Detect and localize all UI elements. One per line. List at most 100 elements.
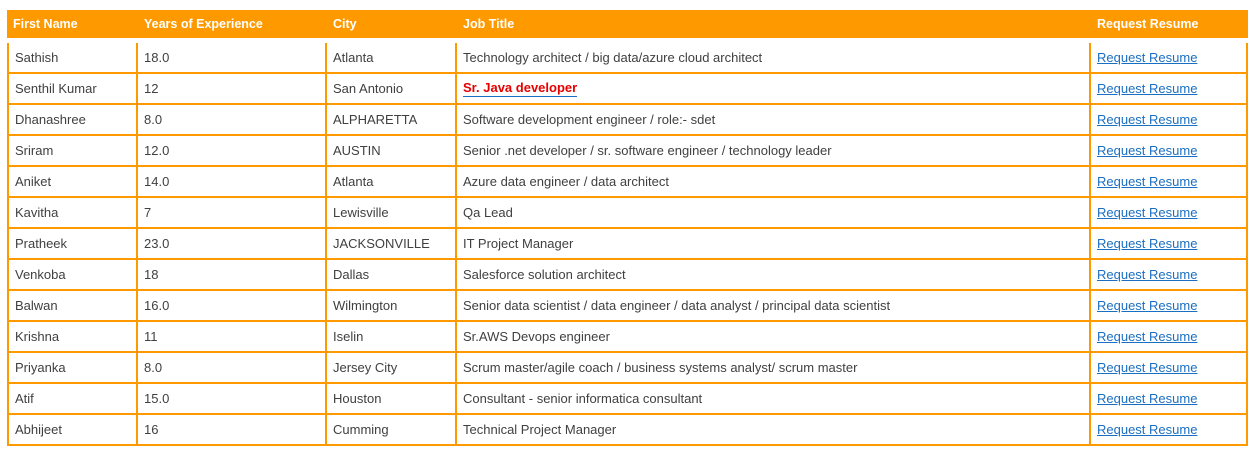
- job-title-text: IT Project Manager: [463, 236, 574, 251]
- job-title-text: Azure data engineer / data architect: [463, 174, 669, 189]
- cell-city: Dallas: [327, 260, 457, 289]
- cell-first-name: Sathish: [9, 43, 138, 72]
- cell-years-of-experience: 15.0: [138, 384, 327, 413]
- cell-years-of-experience: 12: [138, 74, 327, 103]
- cell-city: ALPHARETTA: [327, 105, 457, 134]
- cell-request-resume: Request Resume: [1091, 105, 1248, 134]
- column-header-city: City: [333, 17, 357, 31]
- cell-city-text: Atlanta: [333, 50, 374, 65]
- table-header-row: First Name Years of Experience City Job …: [7, 10, 1248, 38]
- cell-request-resume: Request Resume: [1091, 291, 1248, 320]
- cell-first-name-text: Dhanashree: [15, 112, 86, 127]
- cell-city: Cumming: [327, 415, 457, 444]
- cell-years-of-experience-text: 14.0: [144, 174, 170, 189]
- request-resume-link[interactable]: Request Resume: [1097, 329, 1198, 344]
- table-row: Kavitha 7 Lewisville Qa Lead Request Resume: [9, 198, 1248, 229]
- cell-first-name: Dhanashree: [9, 105, 138, 134]
- cell-years-of-experience-text: 7: [144, 205, 152, 220]
- job-title-text: Salesforce solution architect: [463, 267, 626, 282]
- cell-first-name-text: Senthil Kumar: [15, 81, 97, 96]
- cell-first-name-text: Priyanka: [15, 360, 66, 375]
- cell-first-name: Abhijeet: [9, 415, 138, 444]
- job-title-text: Sr.AWS Devops engineer: [463, 329, 610, 344]
- cell-first-name-text: Kavitha: [15, 205, 59, 220]
- cell-city: Jersey City: [327, 353, 457, 382]
- request-resume-link[interactable]: Request Resume: [1097, 267, 1198, 282]
- cell-years-of-experience-text: 8.0: [144, 112, 163, 127]
- cell-first-name-text: Balwan: [15, 298, 58, 313]
- table-row: Sathish 18.0 Atlanta Technology architect /…: [9, 43, 1248, 74]
- cell-request-resume: Request Resume: [1091, 198, 1248, 227]
- cell-job-title: Software development engineer / role:- s…: [457, 105, 1091, 134]
- job-title-link[interactable]: Sr. Java developer: [463, 80, 578, 97]
- request-resume-link[interactable]: Request Resume: [1097, 205, 1198, 220]
- cell-first-name-text: Pratheek: [15, 236, 68, 251]
- request-resume-link[interactable]: Request Resume: [1097, 298, 1198, 313]
- cell-city: Houston: [327, 384, 457, 413]
- cell-request-resume: Request Resume: [1091, 322, 1248, 351]
- table-row: Krishna 11 Iselin Sr.AWS Devops engineer Req…: [9, 322, 1248, 353]
- cell-job-title: Sr.AWS Devops engineer: [457, 322, 1091, 351]
- job-title-text: Technical Project Manager: [463, 422, 617, 437]
- cell-job-title: IT Project Manager: [457, 229, 1091, 258]
- table-row: Balwan 16.0 Wilmington Senior data scientis…: [9, 291, 1248, 322]
- cell-first-name-text: Atif: [15, 391, 34, 406]
- candidates-table: First Name Years of Experience City Job …: [7, 10, 1248, 446]
- job-title-text: Scrum master/agile coach / business syst…: [463, 360, 858, 375]
- cell-request-resume: Request Resume: [1091, 167, 1248, 196]
- cell-years-of-experience: 14.0: [138, 167, 327, 196]
- cell-years-of-experience-text: 12: [144, 81, 159, 96]
- cell-request-resume: Request Resume: [1091, 384, 1248, 413]
- cell-first-name: Pratheek: [9, 229, 138, 258]
- job-title-text: Software development engineer / role:- s…: [463, 112, 716, 127]
- cell-years-of-experience-text: 8.0: [144, 360, 163, 375]
- cell-city-text: Jersey City: [333, 360, 398, 375]
- cell-first-name: Venkoba: [9, 260, 138, 289]
- cell-job-title: Azure data engineer / data architect: [457, 167, 1091, 196]
- request-resume-link[interactable]: Request Resume: [1097, 174, 1198, 189]
- cell-job-title: Technology architect / big data/azure cl…: [457, 43, 1091, 72]
- request-resume-link[interactable]: Request Resume: [1097, 391, 1198, 406]
- table-row: Atif 15.0 Houston Consultant - senior infor…: [9, 384, 1248, 415]
- cell-first-name-text: Abhijeet: [15, 422, 62, 437]
- request-resume-link[interactable]: Request Resume: [1097, 81, 1198, 96]
- cell-first-name: Atif: [9, 384, 138, 413]
- cell-job-title: Scrum master/agile coach / business syst…: [457, 353, 1091, 382]
- cell-years-of-experience: 11: [138, 322, 327, 351]
- cell-first-name-text: Sathish: [15, 50, 59, 65]
- header-body-gap: [7, 38, 1248, 43]
- cell-years-of-experience: 18: [138, 260, 327, 289]
- cell-job-title: Senior .net developer / sr. software eng…: [457, 136, 1091, 165]
- request-resume-link[interactable]: Request Resume: [1097, 112, 1198, 127]
- table-row: Dhanashree 8.0 ALPHARETTA Software developm…: [9, 105, 1248, 136]
- job-title-text: Senior data scientist / data engineer / …: [463, 298, 891, 313]
- request-resume-link[interactable]: Request Resume: [1097, 422, 1198, 437]
- cell-first-name: Aniket: [9, 167, 138, 196]
- cell-years-of-experience: 8.0: [138, 353, 327, 382]
- cell-job-title: Qa Lead: [457, 198, 1091, 227]
- cell-first-name: Sriram: [9, 136, 138, 165]
- cell-years-of-experience-text: 23.0: [144, 236, 170, 251]
- cell-first-name: Priyanka: [9, 353, 138, 382]
- request-resume-link[interactable]: Request Resume: [1097, 236, 1198, 251]
- cell-city: Lewisville: [327, 198, 457, 227]
- cell-city-text: ALPHARETTA: [333, 112, 418, 127]
- cell-request-resume: Request Resume: [1091, 43, 1248, 72]
- cell-request-resume: Request Resume: [1091, 353, 1248, 382]
- cell-request-resume: Request Resume: [1091, 415, 1248, 444]
- cell-years-of-experience: 8.0: [138, 105, 327, 134]
- cell-city: AUSTIN: [327, 136, 457, 165]
- table-row: Pratheek 23.0 JACKSONVILLE IT Project Manag…: [9, 229, 1248, 260]
- table-row: Aniket 14.0 Atlanta Azure data engineer / d…: [9, 167, 1248, 198]
- table-body: Sathish 18.0 Atlanta Technology architect /…: [7, 43, 1248, 446]
- cell-years-of-experience-text: 16: [144, 422, 159, 437]
- cell-job-title: Senior data scientist / data engineer / …: [457, 291, 1091, 320]
- request-resume-link[interactable]: Request Resume: [1097, 360, 1198, 375]
- cell-request-resume: Request Resume: [1091, 136, 1248, 165]
- request-resume-link[interactable]: Request Resume: [1097, 50, 1198, 65]
- cell-first-name-text: Krishna: [15, 329, 60, 344]
- cell-years-of-experience: 16.0: [138, 291, 327, 320]
- request-resume-link[interactable]: Request Resume: [1097, 143, 1198, 158]
- column-header-years-of-experience: Years of Experience: [144, 17, 263, 31]
